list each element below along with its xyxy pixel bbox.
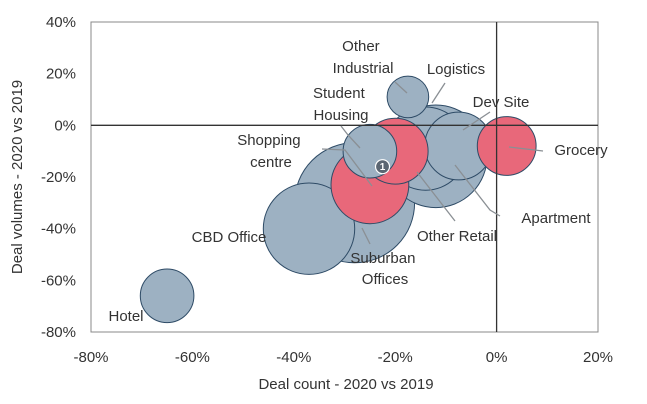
x-axis-title: Deal count - 2020 vs 2019 [258,376,433,393]
annotation-marker: 1 [374,159,391,175]
label-suburban-offices: Suburban Offices [350,250,419,288]
y-axis-title: Deal volumes - 2020 vs 2019 [9,80,26,274]
label-hotel: Hotel [108,308,143,325]
leader-student-housing [340,125,361,149]
y-tick-label: -20% [41,169,76,186]
bubble-grocery [476,116,537,176]
label-grocery: Grocery [554,142,608,159]
x-tick-label: 20% [583,349,613,366]
bubble-other-industrial [386,75,430,119]
y-tick-label: -80% [41,324,76,341]
label-student-housing: Student Housing [313,85,369,124]
ticks-layer: -80% -60% -40% -20% 0% 20% 40% 20% 0% -20% -40% -60… [41,14,613,366]
y-tick-label: -60% [41,272,76,289]
y-tick-label: 40% [46,14,76,31]
leader-grocery [508,146,544,152]
annotation-marker-text: 1 [380,162,386,173]
leader-apartment [454,164,501,217]
x-tick-label: -40% [276,349,311,366]
leader-suburban-offices [361,227,371,245]
leader-shopping-centre [321,148,373,187]
label-logistics: Logistics [427,61,485,78]
x-tick-label: 0% [486,349,508,366]
y-tick-label: -40% [41,221,76,238]
y-tick-label: 0% [54,117,76,134]
leader-dev-site [462,111,491,131]
x-tick-label: -80% [73,349,108,366]
x-tick-label: -60% [175,349,210,366]
y-tick-label: 20% [46,66,76,83]
leader-logistics [431,82,446,104]
leader-lines-layer: 1 [321,81,544,245]
leader-other-retail [416,171,456,222]
axes-layer [90,21,599,333]
label-cbd-office: CBD Office [192,229,267,246]
leader-other-industrial [394,81,408,94]
label-shopping-centre: Shopping centre [237,132,305,171]
x-tick-label: -20% [378,349,413,366]
label-apartment: Apartment [521,210,591,227]
bubble-hotel [139,268,195,324]
annotation-marker-circle [374,159,391,175]
plot-frame [90,21,599,333]
label-other-retail: Other Retail [417,228,497,245]
bubble-cbd-office [262,182,356,275]
label-dev-site: Dev Site [473,94,530,111]
label-other-industrial: Other Industrial [333,38,394,77]
